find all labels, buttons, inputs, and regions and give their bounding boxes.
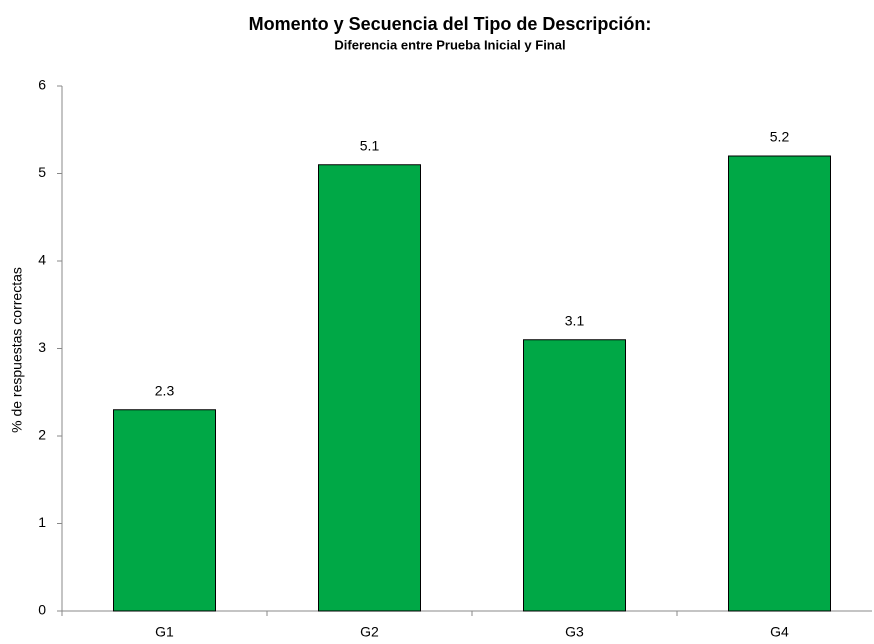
bar — [523, 339, 626, 612]
y-tick-label: 2 — [38, 427, 46, 443]
y-axis-label: % de respuestas correctas — [9, 267, 25, 433]
y-tick-label: 0 — [38, 602, 46, 618]
bar — [113, 409, 216, 612]
data-label: 5.1 — [360, 137, 380, 153]
x-tick-label: G4 — [770, 624, 789, 640]
chart-subtitle: Diferencia entre Prueba Inicial y Final — [334, 37, 565, 52]
y-tick-label: 1 — [38, 514, 46, 530]
data-label: 5.2 — [770, 129, 790, 145]
y-tick-label: 3 — [38, 339, 46, 355]
chart-title: Momento y Secuencia del Tipo de Descripc… — [249, 14, 652, 34]
bar — [318, 164, 421, 612]
data-label: 3.1 — [565, 312, 585, 328]
y-tick-label: 5 — [38, 164, 46, 180]
x-tick-label: G3 — [565, 624, 584, 640]
bar — [728, 155, 831, 612]
y-tick-label: 4 — [38, 252, 46, 268]
x-tick-label: G1 — [155, 624, 174, 640]
y-tick-label: 6 — [38, 77, 46, 93]
x-tick-label: G2 — [360, 624, 379, 640]
data-label: 2.3 — [155, 382, 175, 398]
